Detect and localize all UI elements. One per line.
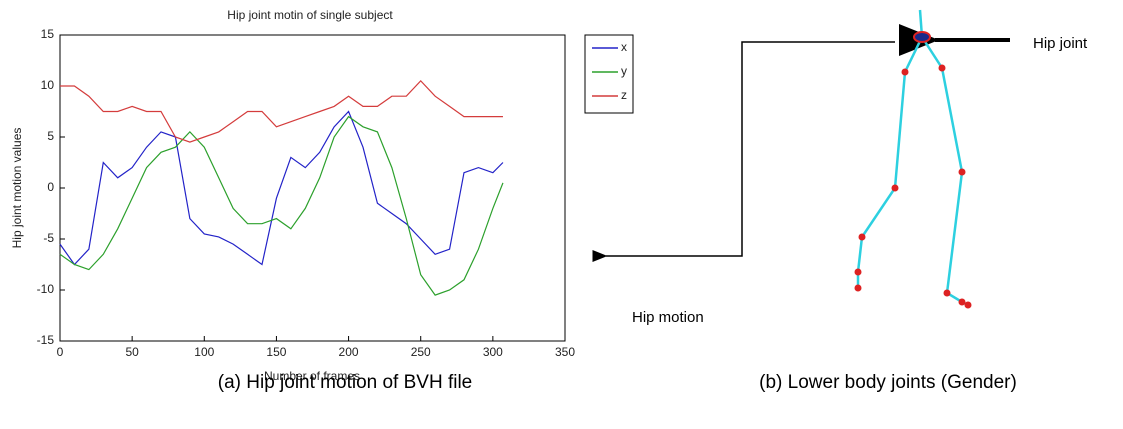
series-line [59,110,504,266]
y-tick-label: 15 [41,27,55,41]
x-axis-label: Number of frames [264,369,360,383]
x-tick-label: 0 [57,345,64,359]
joints [854,64,972,309]
caption: (a) Hip joint motion of BVH file [218,372,473,393]
x-tick-label: 100 [194,345,214,359]
x-tick-label: 50 [125,345,139,359]
chart-title: Hip joint motin of single subject [227,8,393,22]
legend-label: x [621,40,627,54]
series-line [59,115,504,296]
hip-joint [913,31,931,43]
annotation: Hip joint [1033,35,1088,52]
legend-label: y [621,64,627,78]
y-axis-label: Hip joint motion values [10,128,24,249]
y-tick-label: 10 [41,78,55,92]
annotation: Hip motion [632,309,704,326]
x-tick-label: 300 [483,345,503,359]
x-tick-label: 150 [266,345,286,359]
x-tick-label: 200 [339,345,359,359]
arrow [592,41,895,262]
plot-area [59,34,566,342]
y-tick-label: -15 [37,333,55,347]
series-line [60,80,503,143]
legend-label: z [621,88,627,102]
skeleton [856,9,969,307]
y-tick-label: 5 [47,129,54,143]
caption: (b) Lower body joints (Gender) [759,372,1017,393]
x-tick-label: 250 [411,345,431,359]
y-tick-label: -5 [43,231,54,245]
y-tick-label: -10 [37,282,55,296]
y-tick-label: 0 [47,180,54,194]
x-tick-label: 350 [555,345,575,359]
